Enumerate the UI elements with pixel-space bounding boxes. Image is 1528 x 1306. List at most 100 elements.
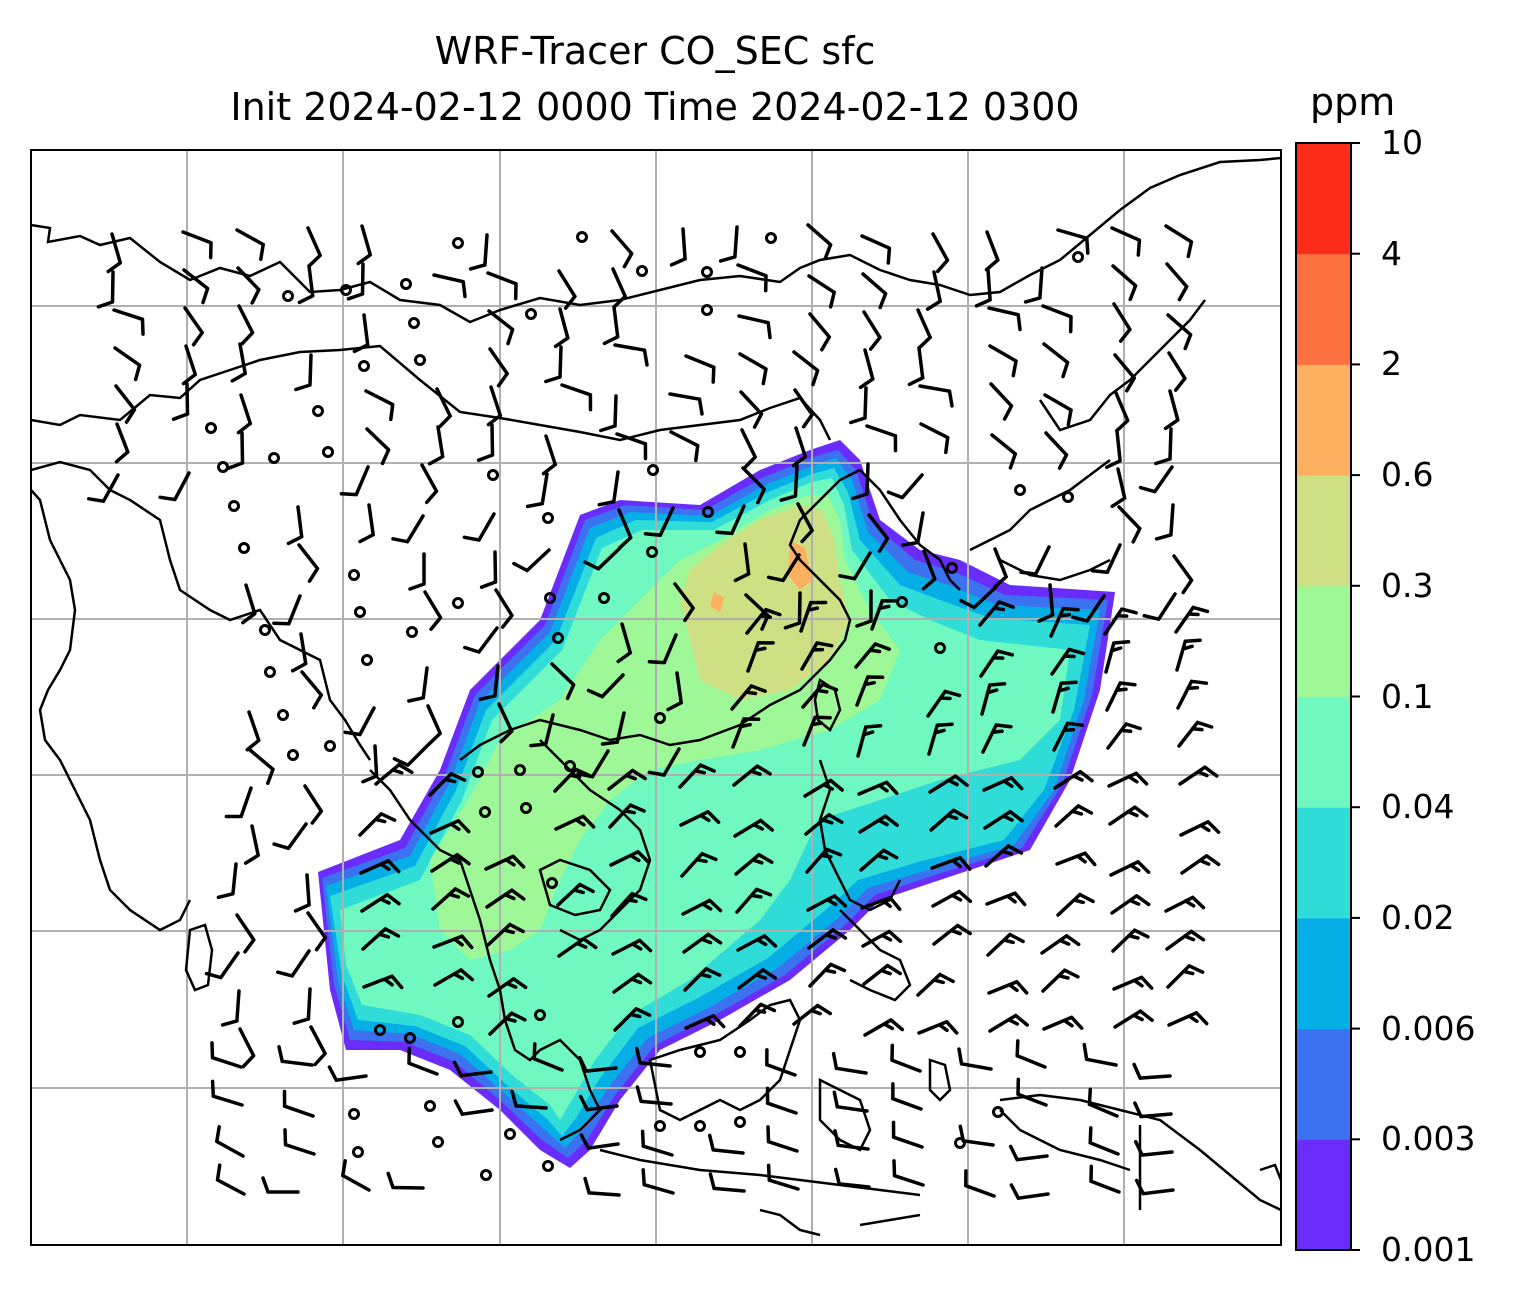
wind-barb: [737, 314, 772, 340]
colorbar: [1296, 142, 1360, 1251]
wind-barb: [1138, 465, 1174, 494]
wind-barb: [926, 689, 962, 718]
calm-wind-marker: [765, 232, 777, 244]
calm-wind-markers: [205, 231, 1084, 1181]
wind-barb: [171, 382, 190, 421]
wind-barb: [277, 1045, 314, 1067]
wind-barb: [800, 641, 834, 671]
wind-barb: [804, 812, 844, 836]
wind-barb: [1050, 647, 1086, 676]
wind-barb: [765, 1086, 798, 1115]
wind-barb: [427, 425, 445, 466]
wind-barb: [1015, 1039, 1047, 1069]
wind-barb: [766, 553, 801, 583]
wind-barb: [358, 503, 375, 544]
wind-barb: [423, 590, 443, 631]
wind-barb: [1175, 638, 1202, 672]
wind-barb: [484, 854, 526, 871]
wind-barb: [1134, 1178, 1175, 1196]
calm-wind-marker: [264, 666, 276, 678]
wind-barb: [1056, 228, 1090, 255]
wind-barb: [799, 600, 828, 633]
colorbar-tick-label: 10: [1381, 123, 1423, 162]
wind-barb: [1053, 769, 1094, 790]
wind-barb: [1023, 266, 1044, 304]
wind-barb: [918, 384, 954, 408]
wind-barb: [684, 354, 716, 384]
wind-barb: [1117, 505, 1142, 544]
field-level-7b: [710, 592, 724, 612]
wind-barb: [983, 809, 1024, 830]
wind-barb: [859, 848, 899, 872]
wind-barb: [1040, 934, 1081, 955]
wind-barb: [96, 270, 115, 309]
wind-barb: [609, 850, 651, 867]
wind-barb: [1177, 720, 1214, 748]
wind-barb: [1112, 975, 1154, 991]
wind-barb: [343, 706, 376, 737]
wind-barb: [611, 938, 653, 956]
wind-barb: [488, 347, 509, 388]
wind-barb: [925, 270, 942, 311]
wind-barb: [579, 1133, 620, 1150]
wind-barb: [982, 776, 1024, 792]
wind-barb: [1176, 679, 1209, 710]
wind-barb: [452, 1060, 493, 1078]
wind-barb: [1051, 680, 1078, 714]
wind-barb: [478, 664, 500, 702]
wind-barb: [544, 345, 563, 384]
wind-barb: [856, 724, 883, 758]
wind-barb: [641, 1168, 675, 1195]
wind-barbs: [87, 223, 1221, 1200]
wind-barb: [610, 229, 634, 269]
wind-barb: [734, 852, 774, 876]
wind-barb: [1107, 771, 1149, 788]
colorbar-tick-label: 0.04: [1381, 787, 1455, 827]
wind-barb: [738, 352, 768, 386]
wind-barb: [248, 748, 275, 785]
wind-barb: [420, 463, 439, 505]
wind-barb: [433, 968, 475, 987]
calm-wind-marker: [228, 500, 240, 512]
calm-wind-marker: [896, 596, 908, 608]
wind-barb: [765, 1048, 797, 1077]
wind-barb: [1166, 964, 1205, 989]
wind-barb: [745, 607, 782, 635]
wind-barb: [1111, 264, 1138, 302]
wind-barb: [435, 387, 452, 429]
wind-barb: [392, 742, 431, 767]
wind-barb: [487, 977, 528, 998]
wind-barb: [297, 264, 315, 305]
wind-barb: [808, 962, 847, 988]
wind-barb: [586, 673, 625, 699]
wind-barb: [230, 342, 247, 383]
wind-barb: [1112, 302, 1132, 343]
wind-barb: [987, 980, 1029, 995]
calm-wind-marker: [487, 469, 499, 481]
wind-barb: [931, 232, 950, 274]
wind-barb: [1174, 605, 1210, 634]
wind-barb: [984, 844, 1024, 868]
calm-wind-marker: [694, 1046, 706, 1058]
calm-wind-marker: [654, 712, 666, 724]
wind-barb: [1041, 304, 1073, 334]
wind-barb: [832, 1090, 869, 1113]
wind-barb: [867, 513, 890, 553]
wind-barb: [512, 548, 551, 573]
calm-wind-marker: [702, 506, 714, 518]
wind-barb: [684, 1014, 726, 1030]
wind-barb: [831, 1051, 868, 1075]
wind-barb: [294, 353, 313, 392]
wind-barb: [640, 1129, 674, 1157]
calm-wind-marker: [934, 642, 946, 654]
calm-wind-marker: [544, 592, 556, 604]
wind-barb: [272, 594, 302, 626]
wind-barb: [927, 722, 954, 756]
wind-barb: [611, 267, 627, 309]
wind-barb: [793, 388, 814, 429]
wind-barb: [364, 389, 395, 422]
calm-wind-marker: [358, 360, 370, 372]
calm-wind-marker: [205, 422, 217, 434]
wind-barb: [1113, 1009, 1154, 1029]
wind-barb: [978, 600, 1015, 627]
